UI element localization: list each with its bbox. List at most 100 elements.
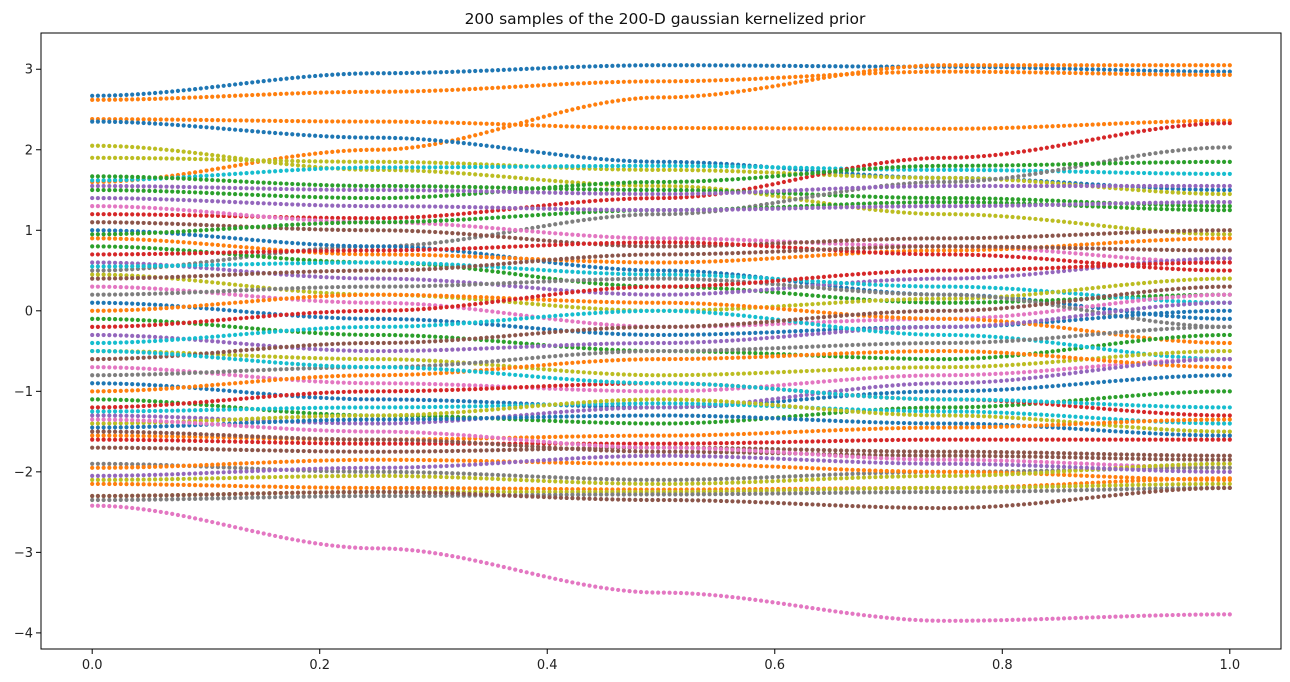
- data-point: [747, 76, 752, 82]
- data-point: [810, 77, 815, 82]
- data-point: [827, 74, 832, 79]
- data-point: [758, 175, 764, 180]
- data-point: [1164, 68, 1170, 74]
- data-point: [781, 241, 787, 246]
- data-point: [535, 279, 541, 284]
- data-point: [330, 134, 335, 139]
- data-point: [438, 70, 444, 75]
- data-point: [598, 64, 604, 69]
- data-point: [976, 235, 981, 241]
- data-point: [1090, 122, 1095, 127]
- data-point: [238, 192, 243, 197]
- data-point: [924, 69, 929, 74]
- data-point: [295, 217, 301, 222]
- data-point: [341, 134, 346, 140]
- data-point: [827, 319, 832, 324]
- data-point: [473, 250, 478, 256]
- data-point: [627, 267, 632, 272]
- data-point: [816, 64, 821, 69]
- data-point: [187, 222, 192, 227]
- data-point: [1044, 63, 1049, 68]
- data-point: [1170, 72, 1175, 77]
- data-point: [1050, 309, 1055, 314]
- data-point: [410, 160, 415, 165]
- data-point: [404, 165, 409, 170]
- data-point: [644, 79, 649, 84]
- data-point: [919, 175, 924, 180]
- data-point: [1107, 67, 1112, 72]
- data-point: [1010, 70, 1015, 75]
- data-point: [233, 191, 238, 197]
- data-point: [1216, 292, 1221, 297]
- data-point: [873, 237, 878, 242]
- data-point: [930, 167, 935, 172]
- data-point: [838, 246, 844, 251]
- data-point: [421, 261, 426, 266]
- data-point: [187, 208, 192, 213]
- data-point: [112, 228, 118, 233]
- data-point: [564, 269, 569, 274]
- data-point: [804, 165, 809, 171]
- data-point: [901, 283, 907, 289]
- data-point: [433, 160, 438, 165]
- data-point: [530, 301, 535, 306]
- data-point: [673, 276, 678, 281]
- data-point: [107, 119, 112, 124]
- data-point: [547, 202, 552, 208]
- data-point: [781, 255, 787, 260]
- data-point: [650, 63, 655, 68]
- data-point: [444, 247, 449, 252]
- data-point: [175, 189, 181, 194]
- data-point: [936, 236, 941, 241]
- data-point: [970, 183, 975, 189]
- data-point: [621, 240, 626, 245]
- data-point: [593, 241, 598, 246]
- data-point: [107, 93, 112, 98]
- data-point: [255, 254, 261, 259]
- data-point: [398, 71, 403, 76]
- data-point: [124, 204, 129, 209]
- data-point: [107, 260, 112, 265]
- data-point: [1181, 190, 1187, 196]
- data-point: [764, 249, 769, 255]
- data-point: [730, 290, 735, 295]
- data-point: [890, 251, 895, 256]
- data-point: [484, 130, 489, 135]
- data-point: [718, 273, 724, 279]
- data-point: [250, 80, 255, 85]
- data-point: [856, 288, 861, 294]
- data-point: [861, 126, 867, 131]
- data-point: [1119, 132, 1124, 137]
- data-point: [890, 175, 895, 180]
- data-point: [375, 195, 381, 201]
- data-point: [1010, 254, 1015, 259]
- series-9: [90, 174, 1232, 209]
- data-point: [364, 183, 369, 189]
- data-point: [433, 240, 438, 245]
- data-point: [141, 145, 146, 150]
- data-point: [913, 167, 918, 172]
- data-point: [776, 83, 781, 88]
- data-point: [524, 122, 529, 128]
- data-point: [770, 182, 775, 187]
- data-point: [936, 179, 941, 185]
- data-point: [936, 195, 941, 201]
- data-point: [621, 267, 626, 272]
- data-point: [1039, 256, 1044, 261]
- data-point: [981, 153, 987, 159]
- data-point: [101, 119, 106, 124]
- data-point: [1090, 183, 1095, 189]
- data-point: [587, 270, 592, 275]
- data-point: [833, 190, 838, 195]
- data-point: [147, 96, 152, 102]
- data-point: [947, 212, 952, 217]
- data-point: [130, 97, 135, 102]
- data-point: [621, 163, 626, 169]
- data-point: [107, 178, 112, 183]
- data-point: [1061, 250, 1067, 255]
- data-point: [1033, 168, 1038, 173]
- data-point: [678, 159, 684, 165]
- data-point: [450, 222, 455, 228]
- data-point: [507, 185, 512, 190]
- data-point: [936, 63, 941, 68]
